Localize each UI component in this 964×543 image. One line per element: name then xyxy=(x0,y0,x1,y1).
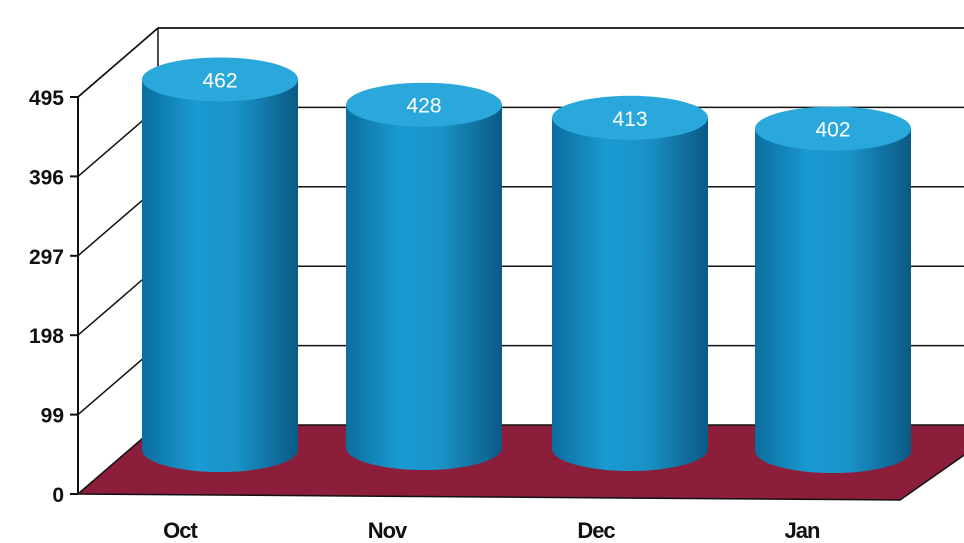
data-label-nov: 428 xyxy=(406,95,441,118)
bar-jan xyxy=(755,128,911,473)
x-tick-label-oct: Oct xyxy=(163,518,198,543)
y-tick-label: 396 xyxy=(29,166,64,189)
data-label-dec: 413 xyxy=(612,108,647,131)
y-tick-label: 198 xyxy=(29,325,64,348)
labels: 0 99 198 297 396 495 462 Oct 428 Nov 413 Dec 402 Jan xyxy=(29,69,851,543)
y-tick-label: 0 xyxy=(52,484,64,507)
data-label-oct: 462 xyxy=(202,69,237,92)
x-tick-label-jan: Jan xyxy=(785,518,820,543)
bar-oct xyxy=(142,79,298,472)
y-tick-label: 99 xyxy=(41,405,64,428)
y-tick-label: 297 xyxy=(29,246,64,269)
bar-top-oct xyxy=(142,57,298,102)
bar-top-nov xyxy=(346,82,502,127)
bar-top-jan xyxy=(755,106,911,151)
x-tick-label-dec: Dec xyxy=(577,518,615,543)
side-gridline xyxy=(77,27,159,98)
bar-top-dec xyxy=(552,95,708,140)
x-tick-label-nov: Nov xyxy=(368,518,408,543)
bars xyxy=(142,57,911,473)
data-label-jan: 402 xyxy=(815,119,850,142)
bar-nov xyxy=(346,104,502,470)
y-tick-label: 495 xyxy=(29,87,64,110)
bar-dec xyxy=(552,117,708,471)
